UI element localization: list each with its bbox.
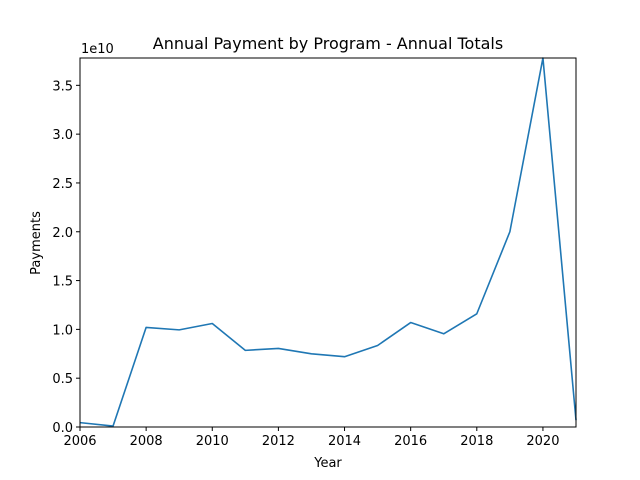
y-tick-label: 0.0	[52, 421, 73, 436]
y-tick-label: 2.0	[52, 226, 73, 241]
plot-area-frame	[79, 57, 577, 428]
x-tick-label: 2018	[460, 434, 493, 449]
y-tick-label: 1.0	[52, 323, 73, 338]
x-tick-label: 2010	[196, 434, 229, 449]
y-axis-title: Payments	[29, 211, 44, 275]
x-tick-label: 2014	[328, 434, 361, 449]
y-axis-offset-label: 1e10	[81, 42, 114, 57]
y-axis-ticks: 0.0 0.5 1.0 1.5 2.0 2.5 3.0 3.5	[52, 79, 80, 436]
y-tick-label: 1.5	[52, 275, 73, 290]
x-tick-label: 2008	[130, 434, 163, 449]
y-tick-label: 3.0	[52, 128, 73, 143]
x-tick-label: 2006	[63, 434, 96, 449]
y-tick-label: 0.5	[52, 372, 73, 387]
chart-title: Annual Payment by Program - Annual Total…	[153, 34, 503, 53]
x-tick-label: 2020	[526, 434, 559, 449]
x-tick-label: 2016	[394, 434, 427, 449]
y-tick-label: 2.5	[52, 177, 73, 192]
y-tick-label: 3.5	[52, 79, 73, 94]
series-line	[79, 57, 577, 427]
series-group	[79, 57, 577, 427]
x-axis-ticks: 2006 2008 2010 2012 2014 2016 2018 2020	[63, 427, 559, 449]
x-axis-title: Year	[313, 456, 342, 471]
x-tick-label: 2012	[262, 434, 295, 449]
